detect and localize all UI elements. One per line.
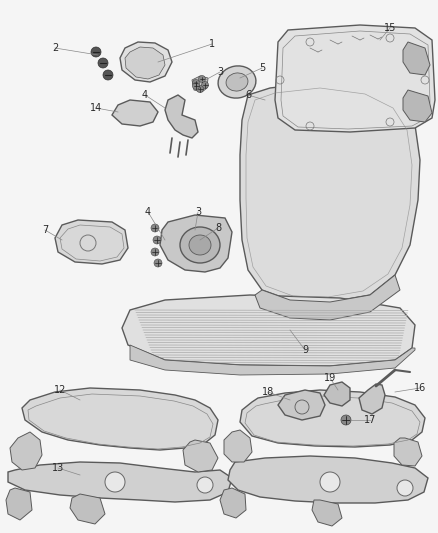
Polygon shape [120,42,172,82]
Text: 17: 17 [364,415,376,425]
Polygon shape [8,462,232,502]
Polygon shape [255,275,400,320]
Polygon shape [10,432,42,470]
Text: 12: 12 [54,385,66,395]
Polygon shape [275,25,435,132]
Text: 9: 9 [302,345,308,355]
Polygon shape [359,384,385,414]
Text: 4: 4 [145,207,151,217]
Text: 14: 14 [90,103,102,113]
Ellipse shape [218,66,256,98]
Circle shape [320,472,340,492]
Text: 3: 3 [217,67,223,77]
Circle shape [197,477,213,493]
Circle shape [341,415,351,425]
Circle shape [151,224,159,232]
Polygon shape [6,488,32,520]
Polygon shape [224,430,252,462]
Polygon shape [403,42,430,75]
Text: 2: 2 [52,43,58,53]
Text: 4: 4 [142,90,148,100]
Text: 3: 3 [195,207,201,217]
Polygon shape [122,295,415,366]
Ellipse shape [180,227,220,263]
Polygon shape [240,82,420,302]
Polygon shape [125,47,165,79]
Circle shape [192,79,199,86]
Polygon shape [165,95,198,138]
Polygon shape [130,345,415,375]
Text: 18: 18 [262,387,274,397]
Polygon shape [324,382,350,406]
Polygon shape [192,76,208,92]
Circle shape [105,472,125,492]
Circle shape [151,248,159,256]
Text: 16: 16 [414,383,426,393]
Circle shape [103,70,113,80]
Circle shape [192,83,199,90]
Text: 1: 1 [209,39,215,49]
Polygon shape [183,440,218,472]
Ellipse shape [226,73,248,91]
Polygon shape [220,488,246,518]
Text: 19: 19 [324,373,336,383]
Circle shape [397,480,413,496]
Polygon shape [312,500,342,526]
Circle shape [154,259,162,267]
Polygon shape [240,390,425,447]
Text: 7: 7 [42,225,48,235]
Text: 5: 5 [259,63,265,73]
Polygon shape [394,438,422,466]
Polygon shape [278,390,325,420]
Text: 13: 13 [52,463,64,473]
Circle shape [98,58,108,68]
Circle shape [198,76,205,83]
Polygon shape [228,456,428,503]
Circle shape [197,85,204,93]
Circle shape [201,82,208,88]
Text: 6: 6 [245,90,251,100]
Text: 15: 15 [384,23,396,33]
Circle shape [91,47,101,57]
Polygon shape [112,100,158,126]
Polygon shape [70,494,105,524]
Polygon shape [55,220,128,264]
Ellipse shape [189,235,211,255]
Polygon shape [403,90,432,122]
Text: 8: 8 [215,223,221,233]
Polygon shape [160,215,232,272]
Polygon shape [22,388,218,450]
Circle shape [153,236,161,244]
